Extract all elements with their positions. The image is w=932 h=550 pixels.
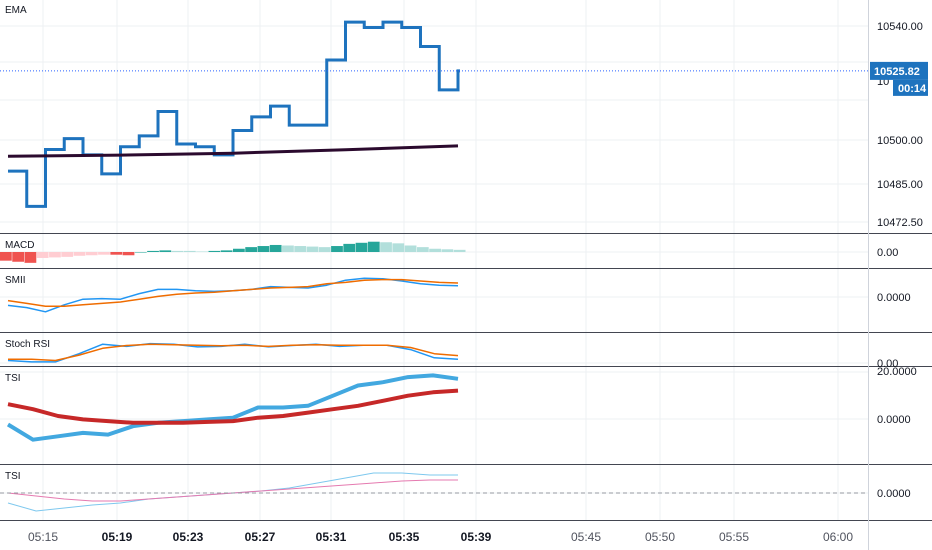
pane-title: MACD [5,240,34,251]
macd-histogram-bar [49,252,61,258]
time-tick-label: 05:45 [571,530,601,544]
ema-line [7,144,459,158]
tsi2-tick-label: 0.0000 [877,488,911,500]
price-tick-label: 10485.00 [877,179,923,191]
macd-histogram-bar [343,243,356,252]
macd-histogram-bar [24,252,37,263]
time-tick-label: 05:31 [316,530,347,544]
macd-histogram-bar [12,252,25,262]
macd-tick-label: 0.00 [877,247,898,259]
macd-histogram-bar [220,250,233,252]
chart-panes: EMA MACD SMII Stoch RSI TSI TSI [0,5,868,512]
time-tick-label: 05:50 [645,530,675,544]
countdown-badge [893,79,928,96]
macd-histogram-bar [269,244,282,252]
last-price-badge [870,61,928,80]
macd-histogram-bar [85,252,98,256]
time-tick-label: 06:00 [823,530,853,544]
macd-histogram-bar [392,243,405,252]
time-tick-label: 05:15 [28,530,58,544]
pane-title: Stoch RSI [5,339,50,350]
smii-tick-label: 0.0000 [877,292,911,304]
macd-histogram-bar [183,250,196,252]
pane-smii: SMII [5,275,459,313]
macd-histogram-bar [147,250,159,252]
price-tick-label: 10540.00 [877,21,923,33]
indicator-line [7,472,458,512]
indicator-line [7,278,459,307]
price-tick-label: 10500.00 [877,135,923,147]
macd-histogram-bar [282,245,294,252]
macd-histogram-bar [257,246,270,252]
time-tick-label: 05:39 [461,530,492,544]
macd-histogram-bar [171,250,184,252]
indicator-line [6,373,459,442]
indicator-line [7,479,458,502]
macd-histogram-bar [159,250,172,252]
macd-histogram-bar [380,242,392,252]
pane-title: EMA [5,5,27,16]
macd-histogram-bar [208,250,221,252]
pane-title: SMII [5,275,26,286]
pane-tsi: TSI [5,373,459,442]
macd-histogram-bar [294,246,307,252]
last-price-label: 10525.82 [874,66,920,78]
macd-histogram-bar [331,246,343,252]
macd-histogram-bar [416,247,429,252]
macd-histogram-bar [98,252,110,255]
pane-ema: EMA [0,5,868,208]
macd-histogram-bar [355,242,368,252]
price-axes: 10540.0010500.0010485.0010472.501010525.… [870,21,928,500]
macd-histogram-bar [196,251,208,252]
macd-histogram-bar [36,252,49,258]
macd-histogram-bar [306,246,319,252]
indicator-line [8,343,459,362]
macd-histogram-bar [73,252,86,256]
macd-histogram-bar [61,252,74,257]
price-step-line [8,20,460,208]
macd-histogram-bar [367,241,380,252]
macd-histogram-bar [110,252,123,255]
macd-histogram-bar [122,252,135,256]
pane-stoch-rsi: Stoch RSI [5,339,459,363]
tsi-tick-label: 20.0000 [877,366,917,378]
macd-histogram-bar [318,247,331,252]
time-tick-label: 05:23 [173,530,204,544]
macd-histogram-bar [453,249,466,252]
macd-histogram-bar [245,247,258,252]
time-tick-label: 05:35 [389,530,420,544]
price-tick-label: 10472.50 [877,217,923,229]
macd-histogram-bar [441,249,454,252]
grid [0,0,868,520]
time-tick-label: 05:19 [102,530,133,544]
indicator-line [7,388,459,425]
stoch-tick-label: 0.00 [877,358,898,370]
time-tick-label: 05:27 [245,530,276,544]
pane-tsi2: TSI [0,471,868,512]
macd-histogram-bar [404,245,417,252]
countdown-label: 00:14 [898,83,927,95]
time-axis: 05:15 05:19 05:23 05:27 05:31 05:35 05:39 05:45… [28,530,853,544]
pane-title: TSI [5,373,21,384]
macd-histogram-bar [0,252,12,261]
macd-histogram-bar [134,252,147,253]
tsi-tick-label: 0.0000 [877,414,911,426]
time-tick-label: 05:55 [719,530,749,544]
indicator-line [7,277,459,313]
pane-title: TSI [5,471,21,482]
pane-macd: MACD [0,240,466,263]
macd-histogram-bar [429,248,441,252]
macd-histogram-bar [233,248,245,252]
